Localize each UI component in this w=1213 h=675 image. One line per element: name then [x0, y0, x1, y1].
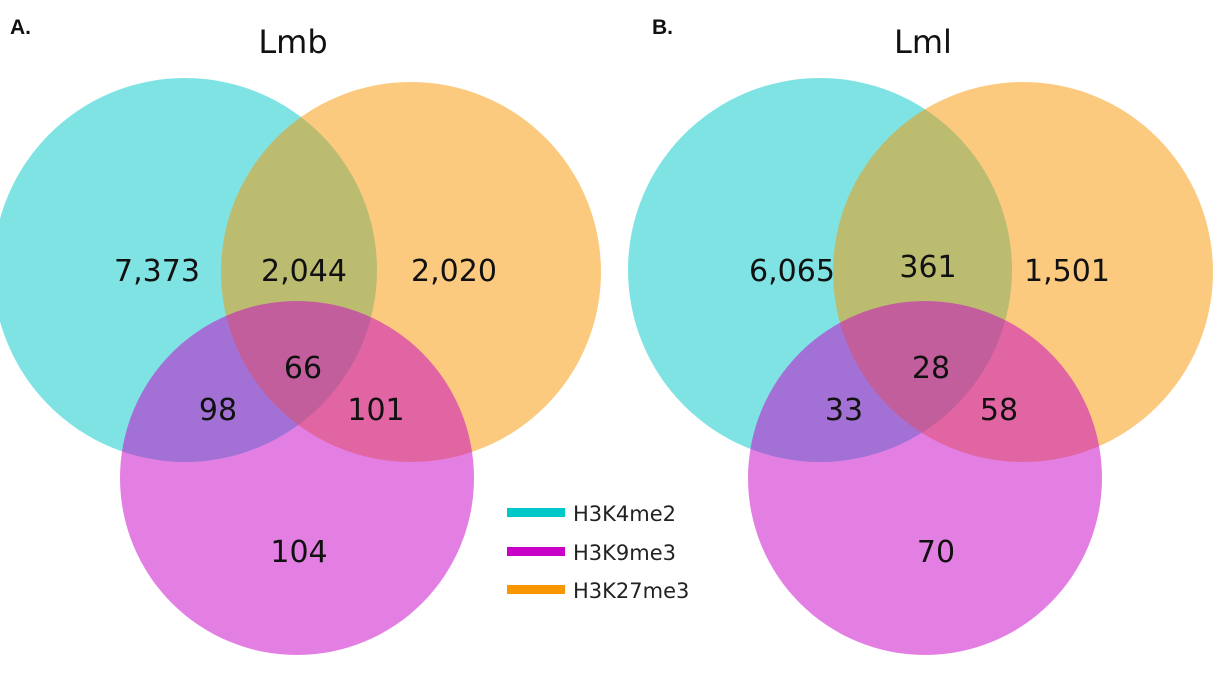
panel-b-letter: B.: [652, 16, 673, 39]
panel-b: B. Lml 6,065 361 1,501 28 33 58 70: [628, 16, 1213, 655]
legend-item-h3k9me3: H3K9me3: [507, 541, 676, 565]
panel-a-circle-h3k9me3: [120, 301, 474, 655]
legend: H3K4me2 H3K9me3 H3K27me3: [507, 502, 689, 603]
legend-swatch-h3k27me3: [507, 585, 565, 594]
panel-a-count-h3k4me2-only: 7,373: [114, 254, 200, 289]
panel-b-count-all-three: 28: [912, 351, 950, 386]
panel-a-count-h3k9me3-only: 104: [270, 535, 327, 570]
panel-b-count-h3k4me2-h3k27me3: 361: [899, 250, 956, 285]
panel-a: A. Lmb 7,373 2,044 2,020 66 98 101 104: [0, 16, 601, 655]
panel-b-circle-h3k9me3: [748, 301, 1102, 655]
panel-a-count-h3k27me3-only: 2,020: [411, 254, 497, 289]
legend-swatch-h3k4me2: [507, 508, 565, 517]
legend-item-h3k4me2: H3K4me2: [507, 502, 676, 526]
legend-item-h3k27me3: H3K27me3: [507, 579, 689, 603]
panel-b-count-h3k9me3-only: 70: [917, 535, 955, 570]
legend-label-h3k9me3: H3K9me3: [573, 541, 676, 565]
panel-a-count-h3k4me2-h3k27me3: 2,044: [261, 254, 347, 289]
legend-swatch-h3k9me3: [507, 547, 565, 556]
panel-a-count-h3k9me3-h3k27me3: 101: [347, 393, 404, 428]
panel-b-count-h3k4me2-h3k9me3: 33: [825, 393, 863, 428]
legend-label-h3k4me2: H3K4me2: [573, 502, 676, 526]
panel-b-count-h3k27me3-only: 1,501: [1024, 254, 1110, 289]
panel-b-count-h3k4me2-only: 6,065: [749, 254, 835, 289]
legend-label-h3k27me3: H3K27me3: [573, 579, 689, 603]
panel-a-count-h3k4me2-h3k9me3: 98: [199, 393, 237, 428]
panel-a-title: Lmb: [258, 23, 327, 61]
panel-b-title: Lml: [894, 23, 952, 61]
panel-a-count-all-three: 66: [284, 351, 322, 386]
panel-a-letter: A.: [10, 16, 31, 39]
panel-b-count-h3k9me3-h3k27me3: 58: [980, 393, 1018, 428]
